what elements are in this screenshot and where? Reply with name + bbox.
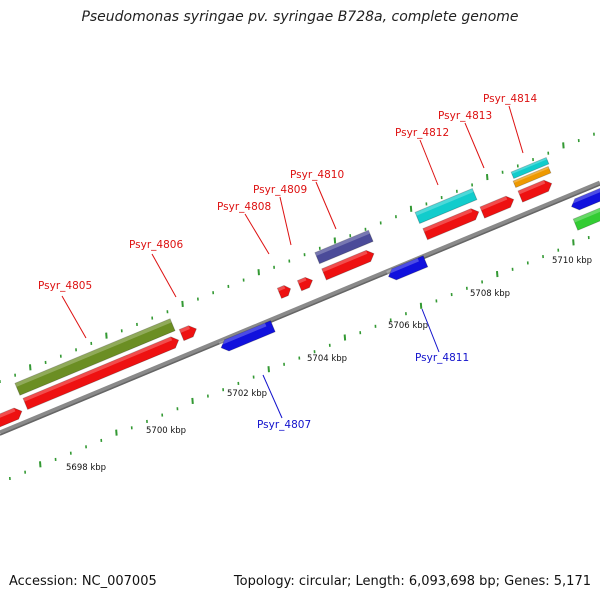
gene-left-edge-highlight [0, 408, 16, 421]
leader-line-0 [61, 295, 87, 339]
gene-4809-bar-shape [296, 276, 313, 292]
gene-4811-bar-highlight [386, 258, 420, 275]
leader-line-6 [421, 308, 440, 353]
gene-4807-bar [218, 320, 276, 352]
gene-4807-bar-highlight [218, 323, 267, 346]
cyan-feature-small-highlight [511, 157, 548, 175]
gene-right-blue [569, 185, 600, 211]
gene-4810-bar-shape [321, 249, 375, 281]
green-feature-right-highlight [573, 203, 600, 223]
olive-feature [14, 318, 176, 396]
olive-feature-shape [14, 318, 176, 396]
gene-4805-bar-shape [22, 336, 180, 410]
gene-4806-bar-shape [178, 325, 197, 342]
gene-label[interactable]: Psyr_4810 [290, 169, 344, 181]
accession-text: Accession: NC_007005 [9, 574, 157, 589]
gene-4811-bar-shape [388, 255, 429, 281]
gene-4814-bar-highlight [517, 180, 546, 195]
tick-marks [0, 132, 595, 481]
kbp-label: 5710 kbp [552, 256, 592, 266]
genome-backbone-shadow [0, 184, 600, 436]
gene-4813-bar-highlight [479, 196, 508, 211]
gene-4814-bar [517, 179, 553, 203]
gene-label[interactable]: Psyr_4806 [129, 239, 183, 251]
leader-line-7 [419, 139, 439, 186]
gene-4808-bar-highlight [277, 285, 286, 292]
gene-4813-bar-shape [479, 195, 515, 219]
leader-line-3 [244, 213, 270, 255]
gene-label[interactable]: Psyr_4807 [257, 419, 311, 431]
gene-label[interactable]: Psyr_4808 [217, 201, 271, 213]
genome-backbone [0, 180, 600, 436]
green-feature-right [572, 203, 600, 231]
gene-4805-bar-highlight [23, 336, 173, 402]
genome-title: Pseudomonas syringae pv. syringae B728a,… [81, 9, 519, 25]
gene-4812-bar-highlight [422, 208, 473, 232]
gene-right-blue-shape [571, 185, 600, 211]
gene-4809-bar [296, 276, 313, 292]
cyan-feature [414, 188, 478, 224]
gene-4812-bar-shape [422, 208, 480, 241]
gene-4814-bar-shape [517, 179, 553, 203]
gene-4810-bar [321, 249, 375, 281]
gene-4807-bar-shape [220, 320, 276, 352]
kbp-label: 5706 kbp [388, 321, 428, 331]
gene-label[interactable]: Psyr_4812 [395, 127, 449, 139]
orange-feature-highlight [513, 166, 550, 184]
leader-line-9 [508, 105, 524, 154]
kbp-label: 5702 kbp [227, 389, 267, 399]
gene-4806-bar [178, 325, 197, 342]
gene-4813-bar [479, 195, 515, 219]
leader-line-8 [464, 122, 485, 169]
orange-feature [512, 165, 552, 189]
gene-label[interactable]: Psyr_4813 [438, 110, 492, 122]
purple-feature [314, 229, 374, 265]
gene-label[interactable]: Psyr_4805 [38, 280, 92, 292]
kbp-labels: 5698 kbp 5700 kbp 5702 kbp 5704 kbp 5706 kbp… [66, 256, 592, 473]
gene-4805-bar [22, 336, 180, 410]
kbp-label: 5700 kbp [146, 426, 186, 436]
gene-labels: Psyr_4805 Psyr_4806 Psyr_4807 Psyr_4808 Psyr… [38, 93, 537, 431]
green-feature-right-shape [572, 203, 600, 231]
gene-4812-bar [422, 208, 480, 241]
cyan-feature-small [510, 156, 550, 180]
kbp-label: 5704 kbp [307, 354, 347, 364]
gene-4809-bar-highlight [297, 277, 307, 284]
genome-summary-text: Topology: circular; Length: 6,093,698 bp… [233, 574, 591, 589]
gene-left-edge [0, 407, 23, 429]
backbone-group [0, 180, 600, 436]
gene-label[interactable]: Psyr_4814 [483, 93, 537, 105]
kbp-label: 5698 kbp [66, 463, 106, 473]
leader-line-2 [262, 374, 283, 419]
kbp-label: 5708 kbp [470, 289, 510, 299]
gene-label[interactable]: Psyr_4811 [415, 352, 469, 364]
leader-line-5 [315, 181, 337, 230]
cyan-feature-shape [414, 188, 478, 224]
gene-4808-bar [276, 285, 292, 299]
gene-right-blue-highlight [569, 188, 600, 205]
leader-line-4 [279, 196, 292, 246]
gene-label[interactable]: Psyr_4809 [253, 184, 307, 196]
orange-feature-shape [512, 165, 552, 189]
gene-left-edge-shape [0, 407, 23, 429]
cyan-feature-highlight [415, 188, 474, 216]
purple-feature-shape [314, 229, 374, 265]
features [0, 156, 600, 429]
leader-line-1 [151, 253, 177, 298]
cyan-feature-small-shape [510, 156, 550, 180]
label-leaders [61, 105, 524, 419]
gene-4810-bar-highlight [321, 250, 368, 273]
gene-4808-bar-shape [276, 285, 292, 299]
purple-feature-highlight [314, 230, 370, 256]
olive-feature-highlight [14, 318, 172, 387]
gene-4806-bar-highlight [179, 325, 190, 333]
gene-4811-bar [386, 255, 429, 281]
